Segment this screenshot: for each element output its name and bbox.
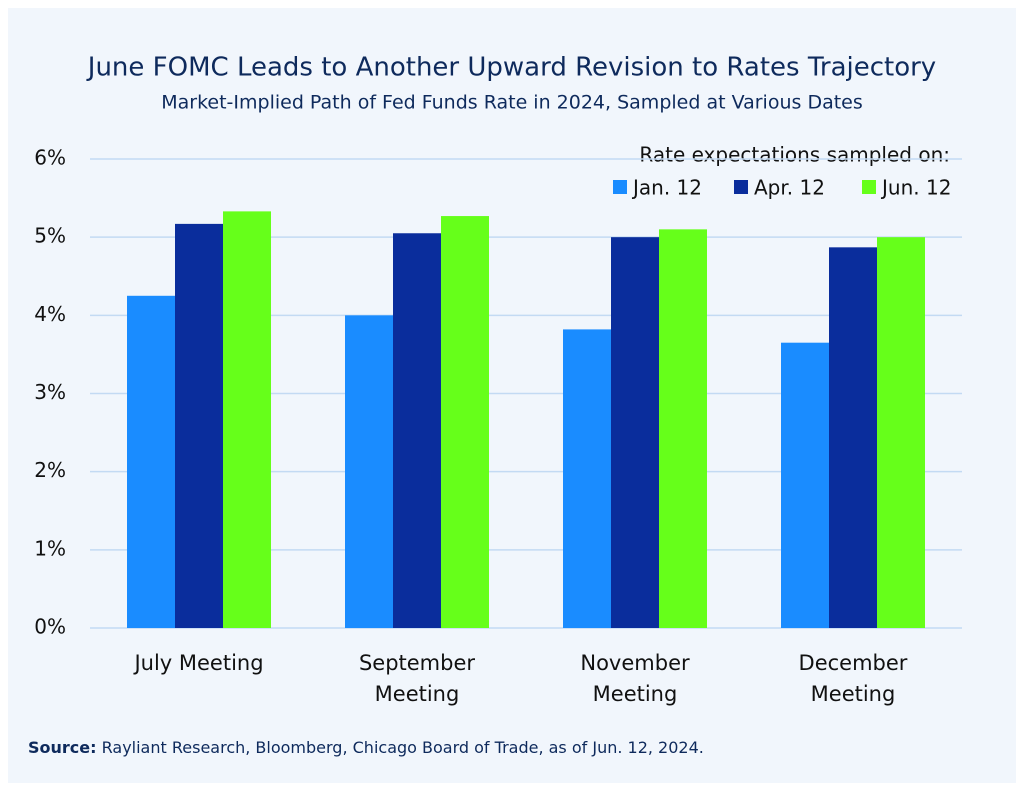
y-tick-label: 1% [34,536,66,560]
legend-swatch [613,180,627,194]
bar [659,229,707,628]
legend-swatch [734,180,748,194]
y-tick-label: 3% [34,380,66,404]
y-tick-label: 2% [34,458,66,482]
legend-swatch [862,180,876,194]
bar [563,329,611,628]
bar [781,342,829,628]
source: Source: Rayliant Research, Bloomberg, Ch… [28,738,704,757]
legend-label: Apr. 12 [754,176,825,200]
y-tick-label: 4% [34,302,66,326]
legend-title: Rate expectations sampled on: [639,143,950,167]
x-tick-label: July Meeting [134,651,264,675]
legend-label: Jan. 12 [631,176,702,200]
chart-title: June FOMC Leads to Another Upward Revisi… [86,53,936,83]
source-label: Source: [28,738,97,757]
y-tick-label: 0% [34,615,66,639]
x-tick-label: September Meeting [358,651,476,706]
bar [441,216,489,629]
bar [877,237,925,628]
y-tick-label: 6% [34,146,66,170]
y-tick-label: 5% [34,224,66,248]
chart-subtitle: Market-Implied Path of Fed Funds Rate in… [161,92,863,114]
source-text: Rayliant Research, Bloomberg, Chicago Bo… [102,738,704,757]
legend-label: Jun. 12 [880,176,951,200]
bar [611,237,659,628]
bar [829,247,877,628]
bar [345,315,393,628]
x-tick-label: December Meeting [798,651,908,706]
bar [393,233,441,628]
bar [223,211,271,628]
x-tick-label: November Meeting [580,651,690,706]
bar [127,295,175,628]
bar [175,223,223,628]
